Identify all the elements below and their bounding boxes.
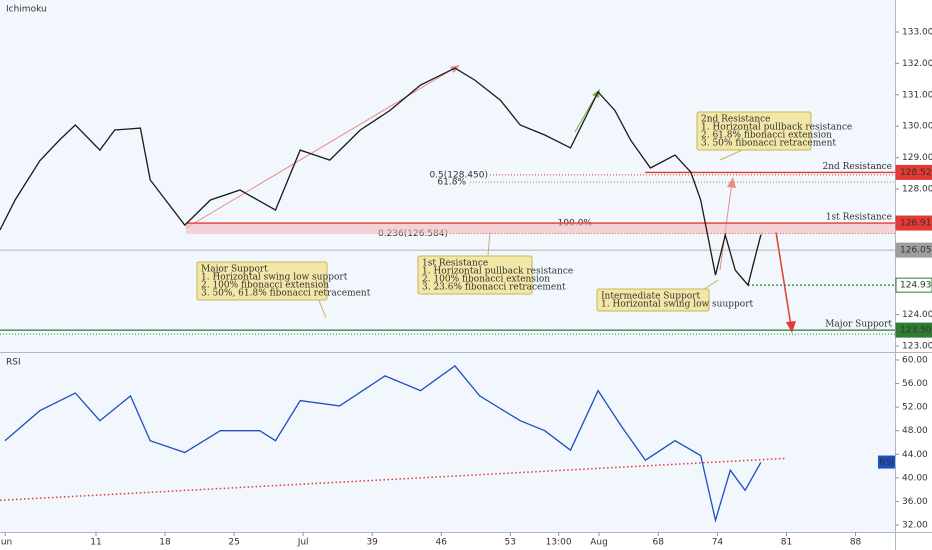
x-tick-label: 88 bbox=[850, 538, 862, 548]
annotation-text: 2. 61.8% fibonacci extension bbox=[701, 131, 832, 141]
annotation-box bbox=[417, 255, 533, 295]
price-tag-label: 124.939 bbox=[900, 281, 932, 291]
resistance-zone bbox=[186, 223, 895, 235]
y-tick-label: 56.00 bbox=[902, 379, 928, 389]
x-tick-label: 81 bbox=[781, 538, 792, 548]
price-tag bbox=[895, 242, 932, 258]
annotation-text: 2nd Resistance bbox=[701, 115, 771, 125]
annotation-text: 2. 100% fibonacci extension bbox=[422, 275, 550, 285]
y-tick-label: 36.00 bbox=[902, 497, 928, 507]
fib-label: 0.5(128.450) bbox=[429, 170, 488, 180]
arrow-head bbox=[450, 65, 460, 73]
level-label: Major Support bbox=[825, 320, 892, 330]
trend-arrow bbox=[185, 65, 459, 229]
y-tick-label: 123.000 bbox=[902, 342, 932, 352]
y-tick-label: 131.000 bbox=[902, 90, 932, 100]
annotation-text: 3. 50%, 61.8% fibonacci retracement bbox=[201, 289, 371, 299]
y-tick-label: 52.00 bbox=[902, 403, 928, 413]
annotation-text: 1. Horizontal pullback resistance bbox=[701, 123, 852, 133]
x-tick-label: 13:00 bbox=[546, 538, 572, 548]
fib-label: 61.8% bbox=[437, 178, 466, 188]
rsi-pane bbox=[0, 353, 895, 532]
callout-line bbox=[317, 297, 327, 319]
y-tick-label: 124.000 bbox=[902, 310, 932, 320]
annotation-box bbox=[196, 261, 328, 301]
annotation-text: Major Support bbox=[201, 265, 268, 275]
pane-title: RSI bbox=[6, 358, 21, 368]
x-tick-label: 46 bbox=[436, 538, 448, 548]
annotation-box bbox=[696, 111, 812, 151]
x-tick-label: 11 bbox=[90, 538, 101, 548]
level-label: 2nd Resistance bbox=[822, 162, 892, 172]
x-tick-label: 39 bbox=[366, 538, 378, 548]
rsi-tag-label: RSI bbox=[879, 458, 894, 468]
x-tick-label: 68 bbox=[653, 538, 665, 548]
y-tick-label: 132.000 bbox=[902, 59, 932, 69]
y-tick-label: 60.00 bbox=[902, 355, 928, 365]
annotation-text: 3. 50% fibonacci retracement bbox=[701, 139, 836, 149]
target-arrow bbox=[775, 231, 792, 327]
price-tag bbox=[895, 277, 932, 293]
price-tag-label: 126.917 bbox=[900, 219, 932, 229]
annotation-text: 1. Horizontal swing low suupport bbox=[601, 300, 754, 310]
arrow-head bbox=[786, 321, 796, 333]
price-line bbox=[0, 67, 762, 287]
x-tick-label: 53 bbox=[505, 538, 516, 548]
price-tag-label: 126.055 bbox=[900, 246, 932, 256]
rsi-trendline bbox=[0, 457, 786, 502]
annotation-text: 1. Horizontal swing low support bbox=[201, 273, 348, 283]
price-tag bbox=[895, 322, 932, 338]
rsi-line bbox=[4, 365, 762, 523]
y-tick-label: 44.00 bbox=[902, 450, 928, 460]
x-tick-label: 18 bbox=[159, 538, 171, 548]
annotation-text: 2. 100% fibonacci extension bbox=[201, 281, 329, 291]
y-tick-label: 129.000 bbox=[902, 153, 932, 163]
annotation-text: 1. Horizontal pullback resistance bbox=[422, 267, 573, 277]
rsi-tag bbox=[878, 455, 895, 469]
x-tick-label: Jun bbox=[0, 538, 12, 548]
price-tag-label: 123.507 bbox=[900, 326, 932, 336]
pane-title: Ichimoku bbox=[6, 5, 47, 15]
annotation-box bbox=[596, 288, 710, 312]
annotation-text: 3. 23.6% fibonacci retracement bbox=[422, 283, 566, 293]
annotation-text: Intermediate Support bbox=[601, 292, 700, 302]
level-label: 1st Resistance bbox=[826, 213, 892, 223]
callout-line bbox=[487, 231, 491, 256]
x-tick-label: 74 bbox=[712, 538, 724, 548]
x-tick-label: 25 bbox=[228, 538, 239, 548]
y-tick-label: 128.000 bbox=[902, 185, 932, 195]
y-tick-label: 133.000 bbox=[902, 28, 932, 38]
y-tick-label: 130.000 bbox=[902, 122, 932, 132]
x-tick-label: Aug bbox=[590, 538, 608, 548]
y-tick-label: 32.00 bbox=[902, 521, 928, 531]
price-tag bbox=[895, 215, 932, 231]
x-tick-label: Jul bbox=[297, 538, 309, 548]
y-tick-label: 40.00 bbox=[902, 473, 928, 483]
y-tick-label: 48.00 bbox=[902, 426, 928, 436]
annotation-text: 1st Resistance bbox=[422, 259, 488, 269]
price-tag-label: 128.529 bbox=[900, 168, 932, 178]
price-tag bbox=[895, 164, 932, 180]
